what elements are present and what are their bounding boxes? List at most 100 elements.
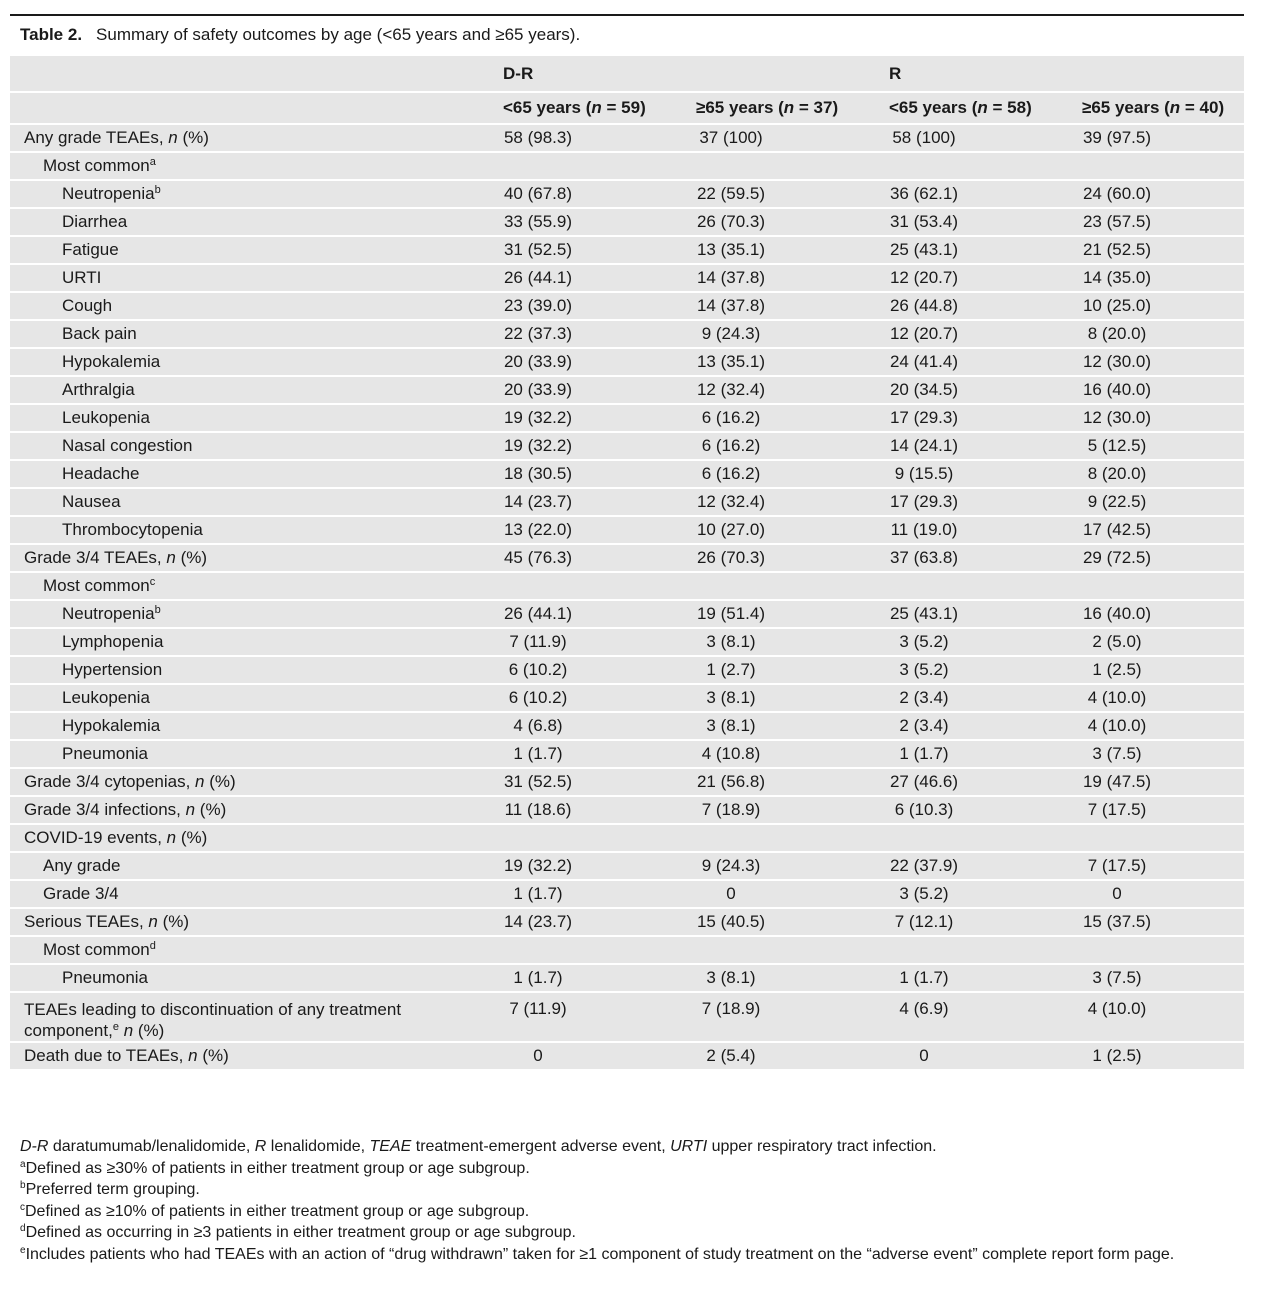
value-cell: 12 (30.0) bbox=[1071, 404, 1244, 432]
row-label-text: Pneumonia bbox=[62, 968, 149, 987]
footnote-d: dDefined as occurring in ≥3 patients in … bbox=[20, 1222, 1244, 1244]
row-label-footnote-mark: a bbox=[149, 156, 156, 168]
value-text: 7 (11.9) bbox=[509, 632, 567, 651]
top-rule bbox=[10, 14, 1244, 16]
value-text: 22 (59.5) bbox=[696, 184, 766, 203]
value-cell: 20 (33.9) bbox=[492, 376, 685, 404]
value-text: 3 (8.1) bbox=[706, 688, 756, 707]
row-label: Most commond bbox=[10, 936, 492, 964]
value-text: 0 bbox=[726, 884, 736, 903]
value-cell bbox=[492, 572, 685, 600]
value-cell: 16 (40.0) bbox=[1071, 376, 1244, 404]
value-text: 2 (5.4) bbox=[706, 1046, 756, 1065]
value-cell: 3 (5.2) bbox=[878, 880, 1071, 908]
value-cell: 22 (59.5) bbox=[685, 180, 878, 208]
safety-table: D-R R <65 years (n = 59) ≥65 years (n = … bbox=[10, 56, 1244, 1071]
value-text: 6 (16.2) bbox=[701, 436, 761, 455]
value-cell: 0 bbox=[685, 880, 878, 908]
table-row: Pneumonia 1 (1.7) 4 (10.8) 1 (1.7) 3 (7.5) bbox=[10, 740, 1244, 768]
value-text: 39 (97.5) bbox=[1082, 128, 1152, 147]
table-row: Headache 18 (30.5) 6 (16.2) 9 (15.5) 8 (20.0… bbox=[10, 460, 1244, 488]
row-label: Most commona bbox=[10, 152, 492, 180]
row-label-text: Grade 3/4 TEAEs, bbox=[24, 548, 167, 567]
table-row: Nasal congestion 19 (32.2) 6 (16.2) 14 (24.… bbox=[10, 432, 1244, 460]
abbrev-definition: treatment-emergent adverse event, bbox=[411, 1138, 671, 1155]
value-text: 3 (8.1) bbox=[706, 716, 756, 735]
row-label-text: Fatigue bbox=[62, 240, 119, 259]
value-text: 12 (30.0) bbox=[1082, 352, 1152, 371]
footnote-mark: b bbox=[20, 1180, 26, 1192]
subgroup-n: n bbox=[783, 98, 795, 117]
value-text: 4 (10.8) bbox=[701, 744, 761, 763]
value-cell: 4 (10.0) bbox=[1071, 712, 1244, 740]
row-label-italic: n bbox=[195, 772, 205, 791]
value-cell bbox=[1071, 936, 1244, 964]
value-cell: 4 (10.8) bbox=[685, 740, 878, 768]
value-text: 24 (41.4) bbox=[889, 352, 959, 371]
value-cell: 3 (8.1) bbox=[685, 684, 878, 712]
value-cell: 6 (10.2) bbox=[492, 656, 685, 684]
table-row: Diarrhea 33 (55.9) 26 (70.3) 31 (53.4) 23 (5… bbox=[10, 208, 1244, 236]
value-text: 0 bbox=[1112, 884, 1122, 903]
value-cell bbox=[685, 936, 878, 964]
header-group-row: D-R R bbox=[10, 56, 1244, 92]
value-text: 37 (100) bbox=[699, 128, 763, 147]
table-row: Hypertension 6 (10.2) 1 (2.7) 3 (5.2) 1 (2.5… bbox=[10, 656, 1244, 684]
value-cell: 4 (10.0) bbox=[1071, 992, 1244, 1042]
value-text: 2 (5.0) bbox=[1092, 632, 1142, 651]
value-cell: 7 (17.5) bbox=[1071, 796, 1244, 824]
value-cell: 31 (52.5) bbox=[492, 768, 685, 796]
table-row: Grade 3/4 TEAEs, n (%) 45 (76.3) 26 (70.3)… bbox=[10, 544, 1244, 572]
value-text: 7 (17.5) bbox=[1087, 856, 1147, 875]
footnote-abbreviations: D-R daratumumab/lenalidomide, R lenalido… bbox=[20, 1136, 1244, 1158]
row-label: URTI bbox=[10, 264, 492, 292]
table-row: TEAEs leading to discontinuation of any … bbox=[10, 992, 1244, 1042]
row-label-text: Most common bbox=[43, 576, 150, 595]
value-text: 0 bbox=[919, 1046, 929, 1065]
table-row: Leukopenia 19 (32.2) 6 (16.2) 17 (29.3) 12 (… bbox=[10, 404, 1244, 432]
value-cell: 9 (24.3) bbox=[685, 852, 878, 880]
value-text: 17 (42.5) bbox=[1082, 520, 1152, 539]
value-text: 20 (33.9) bbox=[503, 352, 573, 371]
row-label-text: Nausea bbox=[62, 492, 121, 511]
table-row: Lymphopenia 7 (11.9) 3 (8.1) 3 (5.2) 2 (5.0) bbox=[10, 628, 1244, 656]
row-label: Neutropeniab bbox=[10, 180, 492, 208]
value-cell: 6 (16.2) bbox=[685, 460, 878, 488]
row-label-text: Lymphopenia bbox=[62, 632, 164, 651]
value-text: 4 (6.8) bbox=[513, 716, 563, 735]
row-label-text: Leukopenia bbox=[62, 408, 150, 427]
row-label: Fatigue bbox=[10, 236, 492, 264]
table-row: Hypokalemia 4 (6.8) 3 (8.1) 2 (3.4) 4 (10.0) bbox=[10, 712, 1244, 740]
header-subgroup-r-65plus: ≥65 years (n = 40) bbox=[1071, 92, 1244, 124]
value-text: 3 (8.1) bbox=[706, 968, 756, 987]
value-text: 19 (32.2) bbox=[503, 408, 573, 427]
subgroup-prefix: <65 years ( bbox=[889, 98, 978, 117]
abbrev-definition: lenalidomide, bbox=[266, 1138, 370, 1155]
row-label-suffix: (%) bbox=[133, 1021, 165, 1040]
value-cell: 8 (20.0) bbox=[1071, 460, 1244, 488]
subgroup-n: n bbox=[1169, 98, 1181, 117]
row-label: Cough bbox=[10, 292, 492, 320]
row-label: Serious TEAEs, n (%) bbox=[10, 908, 492, 936]
value-text: 23 (39.0) bbox=[503, 296, 573, 315]
value-text: 26 (44.8) bbox=[889, 296, 959, 315]
value-cell: 6 (16.2) bbox=[685, 404, 878, 432]
row-label-text: Cough bbox=[62, 296, 113, 315]
value-cell: 7 (18.9) bbox=[685, 796, 878, 824]
abbrev-term: D-R bbox=[20, 1138, 49, 1155]
table-row: Most commonc bbox=[10, 572, 1244, 600]
table-title: Summary of safety outcomes by age (<65 y… bbox=[96, 25, 581, 44]
row-label-footnote-mark: c bbox=[149, 576, 156, 588]
value-cell bbox=[878, 824, 1071, 852]
value-cell bbox=[878, 152, 1071, 180]
value-cell: 1 (2.5) bbox=[1071, 656, 1244, 684]
value-cell: 9 (15.5) bbox=[878, 460, 1071, 488]
value-text: 23 (57.5) bbox=[1082, 212, 1152, 231]
footnote-e: eIncludes patients who had TEAEs with an… bbox=[20, 1244, 1244, 1266]
value-text: 17 (29.3) bbox=[889, 492, 959, 511]
value-cell: 23 (57.5) bbox=[1071, 208, 1244, 236]
value-text: 27 (46.6) bbox=[889, 772, 959, 791]
value-text: 14 (24.1) bbox=[889, 436, 959, 455]
value-cell: 6 (16.2) bbox=[685, 432, 878, 460]
value-text: 6 (10.3) bbox=[894, 800, 954, 819]
